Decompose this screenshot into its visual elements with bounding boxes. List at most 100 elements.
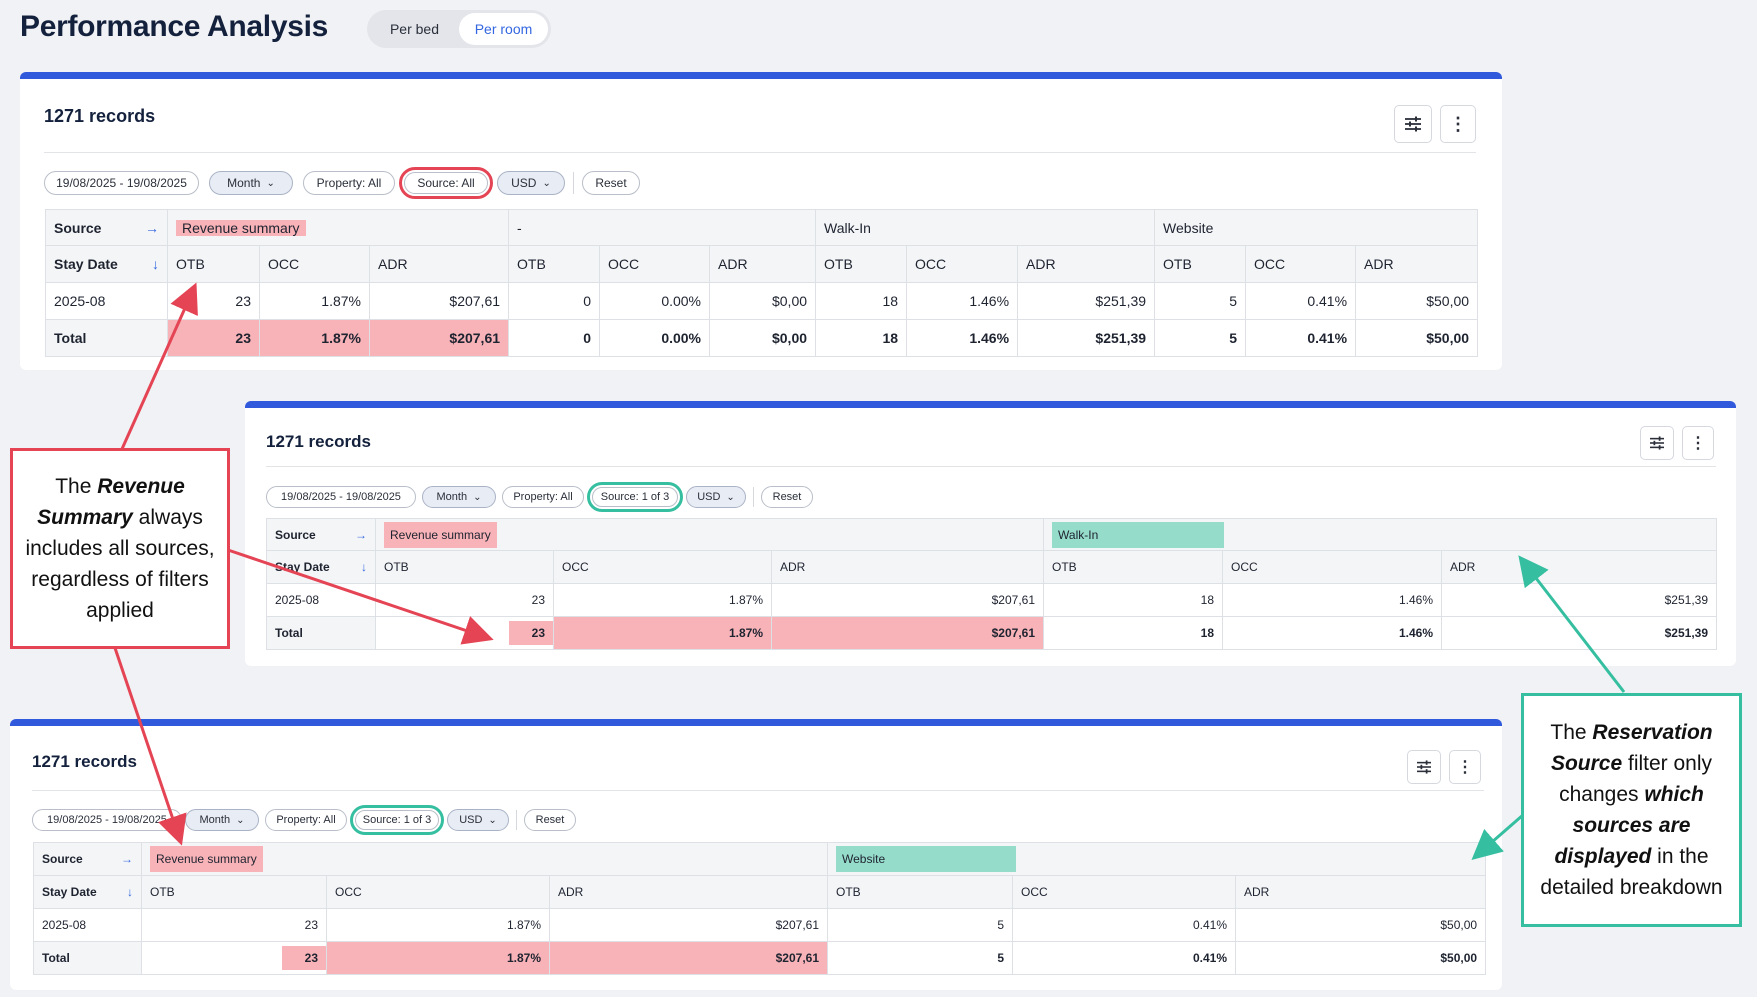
chevron-down-icon: ⌄ — [488, 814, 497, 826]
toggle-per-bed[interactable]: Per bed — [389, 21, 440, 37]
date-range-chip[interactable]: 19/08/2025 - 19/08/2025 — [32, 809, 182, 831]
chevron-down-icon: ⌄ — [726, 491, 735, 503]
arrow-right-icon[interactable]: → — [121, 852, 133, 866]
more-vertical-icon: ⋮ — [1457, 759, 1473, 776]
table-row: 2025-08 23 1.87% $207,61 5 0.41% $50,00 — [33, 908, 1487, 942]
col-adr[interactable]: ADR — [1235, 875, 1487, 909]
currency-dropdown[interactable]: USD ⌄ — [497, 171, 565, 195]
row-label: Total — [33, 941, 142, 975]
sliders-icon — [1650, 436, 1664, 450]
arrow-down-icon[interactable]: ↓ — [127, 885, 133, 899]
currency-dropdown[interactable]: USD ⌄ — [686, 486, 746, 508]
total-row: Total 23 1.87% $207,61 0 0.00% $0,00 18 1.46%… — [45, 319, 1479, 357]
col-occ[interactable]: OCC — [326, 875, 550, 909]
table-row: 2025-08 23 1.87% $207,61 18 1.46% $251,39 — [266, 583, 1718, 617]
reset-button[interactable]: Reset — [524, 809, 576, 831]
col-adr[interactable]: ADR — [1355, 245, 1479, 283]
source-filter-highlight: Source: 1 of 3 — [350, 805, 444, 835]
row-header-source: Source → — [33, 842, 142, 876]
row-label: Total — [266, 616, 376, 650]
col-adr[interactable]: ADR — [368, 245, 510, 283]
filter-bar: 19/08/2025 - 19/08/2025 Month ⌄ Property:… — [32, 805, 576, 835]
row-label: Total — [45, 319, 168, 357]
table-row: 2025-08 23 1.87% $207,61 0 0.00% $0,00 18 1.4… — [45, 282, 1479, 320]
column-settings-button[interactable] — [1640, 426, 1674, 460]
more-vertical-icon: ⋮ — [1449, 113, 1467, 134]
more-options-button[interactable]: ⋮ — [1440, 105, 1476, 143]
col-occ[interactable]: OCC — [553, 550, 772, 584]
col-occ[interactable]: OCC — [1245, 245, 1357, 283]
col-occ[interactable]: OCC — [259, 245, 370, 283]
group-website: Website — [1154, 209, 1479, 246]
group-revenue-summary: Revenue summary — [166, 209, 510, 246]
group-walk-in: Walk-In — [815, 209, 1156, 246]
toggle-per-room[interactable]: Per room — [459, 13, 548, 45]
col-otb[interactable]: OTB — [1154, 245, 1247, 283]
col-otb[interactable]: OTB — [827, 875, 1014, 909]
property-filter-chip[interactable]: Property: All — [502, 486, 584, 508]
per-bed-room-toggle[interactable]: Per bed Per room — [367, 10, 551, 48]
source-filter-highlight: Source: 1 of 3 — [587, 482, 683, 512]
arrow-down-icon[interactable]: ↓ — [361, 560, 367, 574]
filter-bar: 19/08/2025 - 19/08/2025 Month ⌄ Property:… — [44, 167, 640, 199]
source-filter-highlight: Source: All — [399, 167, 493, 199]
total-row: Total 23 1.87% $207,61 18 1.46% $251,39 — [266, 616, 1718, 650]
source-table-2: Source → Revenue summary Walk-In Stay Dat… — [266, 518, 1718, 650]
col-occ[interactable]: OCC — [906, 245, 1019, 283]
more-options-button[interactable]: ⋮ — [1682, 426, 1714, 460]
col-otb[interactable]: OTB — [167, 245, 260, 283]
granularity-dropdown[interactable]: Month ⌄ — [422, 486, 496, 508]
more-options-button[interactable]: ⋮ — [1449, 750, 1481, 784]
group-revenue-summary: Revenue summary — [374, 518, 1045, 551]
col-occ[interactable]: OCC — [1222, 550, 1443, 584]
column-settings-button[interactable] — [1394, 105, 1432, 143]
records-count: 1271 records — [266, 432, 371, 451]
records-count: 1271 records — [32, 752, 137, 771]
row-label: 2025-08 — [45, 282, 168, 320]
col-otb[interactable]: OTB — [375, 550, 554, 584]
property-filter-chip[interactable]: Property: All — [265, 809, 347, 831]
filter-bar: 19/08/2025 - 19/08/2025 Month ⌄ Property:… — [266, 482, 813, 512]
arrow-down-icon[interactable]: ↓ — [152, 256, 159, 272]
row-label: 2025-08 — [33, 908, 142, 942]
granularity-dropdown[interactable]: Month ⌄ — [209, 171, 293, 195]
col-otb[interactable]: OTB — [815, 245, 908, 283]
page-title: Performance Analysis — [20, 10, 329, 43]
group-revenue-summary: Revenue summary — [140, 842, 829, 876]
row-header-stay-date: Stay Date ↓ — [266, 550, 376, 584]
col-occ[interactable]: OCC — [1012, 875, 1237, 909]
date-range-chip[interactable]: 19/08/2025 - 19/08/2025 — [266, 486, 416, 508]
arrow-right-icon[interactable]: → — [355, 527, 367, 542]
row-label: 2025-08 — [266, 583, 376, 617]
sliders-icon — [1417, 760, 1431, 774]
column-settings-button[interactable] — [1407, 750, 1441, 784]
col-adr[interactable]: ADR — [1017, 245, 1156, 283]
arrow-right-icon[interactable]: → — [145, 219, 159, 236]
source-filter-chip[interactable]: Source: All — [404, 172, 488, 194]
more-vertical-icon: ⋮ — [1690, 435, 1706, 452]
chevron-down-icon: ⌄ — [266, 177, 275, 189]
property-filter-chip[interactable]: Property: All — [303, 171, 395, 195]
granularity-dropdown[interactable]: Month ⌄ — [185, 809, 259, 831]
reset-button[interactable]: Reset — [761, 486, 813, 508]
col-otb[interactable]: OTB — [141, 875, 327, 909]
col-adr[interactable]: ADR — [548, 875, 829, 909]
col-adr[interactable]: ADR — [709, 245, 817, 283]
source-filter-chip[interactable]: Source: 1 of 3 — [355, 810, 439, 830]
col-occ[interactable]: OCC — [599, 245, 711, 283]
reservation-source-callout: The Reservation Source filter only chang… — [1521, 693, 1742, 927]
date-range-chip[interactable]: 19/08/2025 - 19/08/2025 — [44, 171, 199, 195]
row-header-source: Source → — [266, 518, 376, 551]
col-adr[interactable]: ADR — [770, 550, 1045, 584]
currency-dropdown[interactable]: USD ⌄ — [447, 809, 509, 831]
row-header-source: Source → — [45, 209, 168, 246]
report-card-2: 1271 records ⋮ 19/08/2025 - 19/08/2025 M… — [245, 401, 1736, 666]
source-filter-chip[interactable]: Source: 1 of 3 — [592, 487, 678, 507]
reset-button[interactable]: Reset — [582, 171, 640, 195]
col-otb[interactable]: OTB — [1043, 550, 1224, 584]
row-header-stay-date: Stay Date ↓ — [33, 875, 142, 909]
records-count: 1271 records — [44, 106, 156, 126]
report-card-1: 1271 records ⋮ 19/08/2025 - 19/08/2025 M… — [20, 72, 1502, 370]
col-adr[interactable]: ADR — [1441, 550, 1718, 584]
col-otb[interactable]: OTB — [508, 245, 601, 283]
